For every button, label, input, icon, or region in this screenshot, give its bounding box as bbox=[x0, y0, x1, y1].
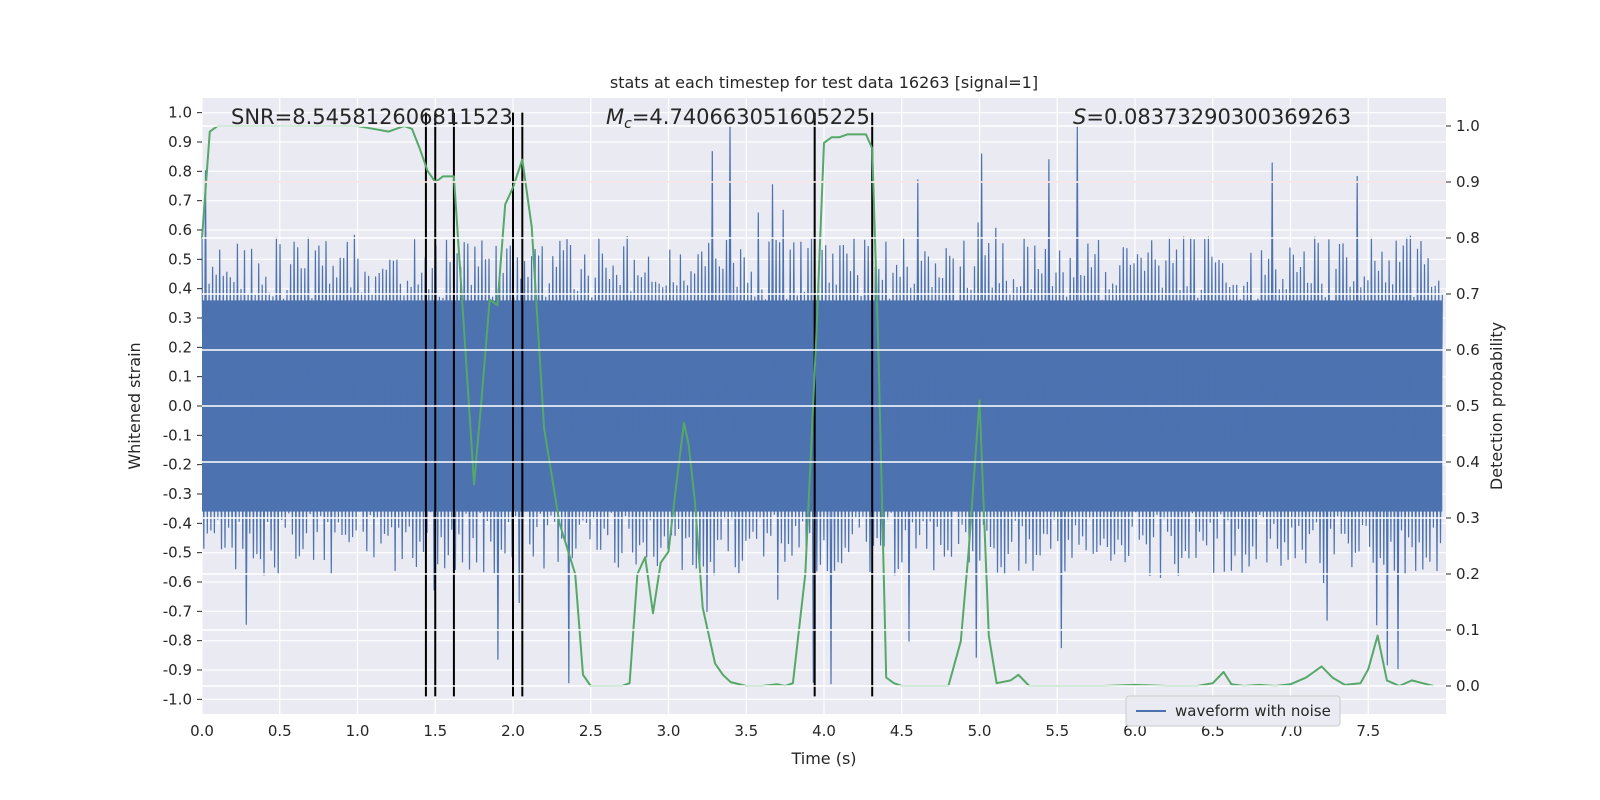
y-left-tick-label: 0.9 bbox=[168, 133, 192, 151]
y-left-tick-label: -0.6 bbox=[163, 573, 192, 591]
y-left-tick-label: -0.2 bbox=[163, 456, 192, 474]
right-axis-grid-layer bbox=[202, 125, 1446, 687]
y-right-tick-label: 1.0 bbox=[1456, 117, 1480, 135]
y-right-tick-label: 0.2 bbox=[1456, 565, 1480, 583]
y-right-tick-label: 0.0 bbox=[1456, 677, 1480, 695]
y-left-axis-label: Whitened strain bbox=[125, 342, 144, 469]
y-left-tick-label: -0.8 bbox=[163, 632, 192, 650]
y-left-tick-label: 0.2 bbox=[168, 338, 192, 356]
y-left-tick-label: 1.0 bbox=[168, 104, 192, 122]
x-tick-label: 5.0 bbox=[968, 722, 992, 740]
y-left-tick-label: -0.3 bbox=[163, 485, 192, 503]
x-tick-label: 4.5 bbox=[890, 722, 914, 740]
x-tick-label: 0.5 bbox=[268, 722, 292, 740]
y-left-tick-label: 0.3 bbox=[168, 309, 192, 327]
snr-annotation: SNR=8.545812606811523 bbox=[231, 105, 513, 129]
y-left-tick-label: -0.5 bbox=[163, 544, 192, 562]
y-left-tick-label: 0.1 bbox=[168, 368, 192, 386]
legend-box bbox=[1125, 695, 1341, 727]
y-right-tick-label: 0.9 bbox=[1456, 173, 1480, 191]
chirp-mass-subscript: c bbox=[624, 116, 632, 132]
x-tick-label: 5.5 bbox=[1045, 722, 1069, 740]
y-right-tick-label: 0.4 bbox=[1456, 453, 1480, 471]
s-annotation: S=0.08373290300369263 bbox=[1073, 105, 1351, 129]
s-symbol: S bbox=[1073, 105, 1086, 129]
y-left-tick-label: 0.0 bbox=[168, 397, 192, 415]
x-tick-label: 0.0 bbox=[190, 722, 214, 740]
y-left-tick-label: 0.5 bbox=[168, 250, 192, 268]
x-tick-label: 1.5 bbox=[423, 722, 447, 740]
chart-title: stats at each timestep for test data 162… bbox=[610, 73, 1038, 92]
vertical-markers bbox=[424, 112, 874, 697]
y-right-axis-label: Detection probability bbox=[1487, 322, 1506, 490]
y-left-tick-label: 0.4 bbox=[168, 280, 192, 298]
x-tick-label: 2.0 bbox=[501, 722, 525, 740]
y-left-tick-labels: 1.0 0.9 0.8 0.7 0.6 0.5 0.4 0.3 0.2 0.1 0.0 -0.1 -0.… bbox=[163, 104, 202, 708]
x-tick-label: 2.5 bbox=[579, 722, 603, 740]
y-right-tick-label: 0.5 bbox=[1456, 397, 1480, 415]
waveform-line bbox=[201, 125, 1443, 685]
y-left-tick-label: -0.7 bbox=[163, 602, 192, 620]
x-tick-label: 1.0 bbox=[346, 722, 370, 740]
y-left-tick-label: -0.1 bbox=[163, 426, 192, 444]
y-left-tick-label: -0.9 bbox=[163, 661, 192, 679]
y-left-tick-label: -0.4 bbox=[163, 514, 192, 532]
y-right-tick-label: 0.6 bbox=[1456, 341, 1480, 359]
chirp-mass-value: =4.740663051605225 bbox=[632, 105, 870, 129]
y-left-tick-label: 0.8 bbox=[168, 162, 192, 180]
y-left-tick-label: 0.7 bbox=[168, 192, 192, 210]
y-right-tick-label: 0.3 bbox=[1456, 509, 1480, 527]
chirp-mass-annotation: Mc=4.740663051605225 bbox=[606, 105, 870, 132]
x-tick-label: 3.5 bbox=[734, 722, 758, 740]
legend: waveform with noise bbox=[1125, 695, 1341, 727]
s-value: =0.08373290300369263 bbox=[1086, 105, 1351, 129]
legend-label-waveform: waveform with noise bbox=[1175, 702, 1331, 720]
x-tick-label: 4.0 bbox=[812, 722, 836, 740]
x-axis-label: Time (s) bbox=[790, 749, 856, 768]
x-tick-label: 7.5 bbox=[1356, 722, 1380, 740]
y-left-tick-label: 0.6 bbox=[168, 221, 192, 239]
y-right-tick-label: 0.7 bbox=[1456, 285, 1480, 303]
x-tick-label: 3.0 bbox=[657, 722, 681, 740]
y-right-tick-labels: 1.0 0.9 0.8 0.7 0.6 0.5 0.4 0.3 0.2 0.1 0.0 bbox=[1446, 117, 1480, 695]
y-right-tick-label: 0.1 bbox=[1456, 621, 1480, 639]
y-left-tick-label: -1.0 bbox=[163, 690, 192, 708]
chirp-mass-symbol: M bbox=[606, 105, 624, 129]
y-right-tick-label: 0.8 bbox=[1456, 229, 1480, 247]
